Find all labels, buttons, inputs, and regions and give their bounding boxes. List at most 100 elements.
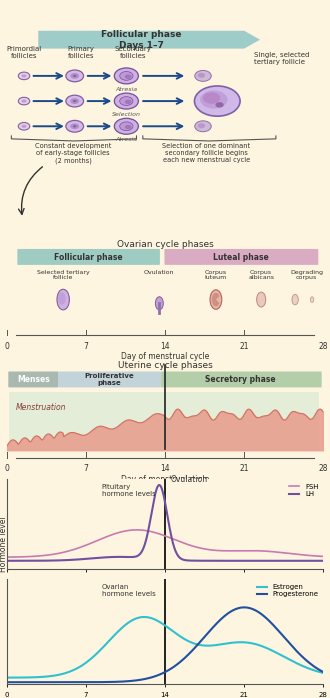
LH <box>321 556 325 565</box>
Text: Selected tertiary
follicle: Selected tertiary follicle <box>37 269 89 281</box>
Line: Progesterone: Progesterone <box>7 607 323 682</box>
FSH <box>314 552 318 560</box>
Legend: FSH, LH: FSH, LH <box>288 482 320 498</box>
Text: 0: 0 <box>4 342 9 350</box>
Legend: Estrogen, Progesterone: Estrogen, Progesterone <box>255 583 320 599</box>
Text: Corpus
albicans: Corpus albicans <box>248 269 274 281</box>
Circle shape <box>70 98 79 104</box>
Circle shape <box>21 124 27 128</box>
Text: Hormone level: Hormone level <box>0 517 8 572</box>
Text: Atresia: Atresia <box>115 138 137 142</box>
Circle shape <box>203 92 220 104</box>
Estrogen <box>265 644 269 653</box>
LH <box>314 556 318 565</box>
Text: Selection of one dominant
secondary follicle begins
each new menstrual cycle: Selection of one dominant secondary foll… <box>162 143 250 163</box>
FSH <box>158 530 162 538</box>
Text: 7: 7 <box>83 342 88 350</box>
Circle shape <box>73 75 77 77</box>
FancyBboxPatch shape <box>8 371 58 387</box>
Text: Atresia: Atresia <box>115 87 137 92</box>
Circle shape <box>70 124 79 129</box>
Circle shape <box>114 68 138 84</box>
FancyBboxPatch shape <box>161 371 322 387</box>
Line: FSH: FSH <box>7 530 323 557</box>
Progesterone <box>265 614 269 623</box>
Line: Estrogen: Estrogen <box>7 617 323 678</box>
Circle shape <box>120 97 133 105</box>
Text: Ovulation: Ovulation <box>171 475 208 484</box>
Circle shape <box>120 122 133 131</box>
Text: Luteal phase: Luteal phase <box>213 253 269 262</box>
FancyBboxPatch shape <box>58 371 161 387</box>
Text: 0: 0 <box>4 464 9 473</box>
Text: Follicular phase
Days 1–7: Follicular phase Days 1–7 <box>101 29 182 50</box>
Text: 7: 7 <box>83 464 88 473</box>
Estrogen <box>314 667 318 675</box>
FSH <box>177 537 181 545</box>
LH <box>155 484 159 492</box>
Estrogen <box>142 613 146 621</box>
Text: Menses: Menses <box>17 375 50 384</box>
FSH <box>265 547 269 556</box>
Circle shape <box>125 125 132 129</box>
Circle shape <box>73 100 77 102</box>
Circle shape <box>195 121 211 132</box>
Circle shape <box>198 73 205 77</box>
Circle shape <box>257 292 266 307</box>
Text: 14: 14 <box>160 464 170 473</box>
Circle shape <box>114 118 138 134</box>
Circle shape <box>21 99 27 103</box>
LH <box>194 556 198 565</box>
Circle shape <box>18 122 30 130</box>
FSH <box>321 552 325 560</box>
Text: Primordial
follicles: Primordial follicles <box>6 47 42 59</box>
Text: 28: 28 <box>319 464 328 473</box>
Estrogen <box>5 674 9 682</box>
Circle shape <box>200 91 228 109</box>
Text: Primary
follicles: Primary follicles <box>68 47 94 59</box>
Line: LH: LH <box>7 485 323 560</box>
LH <box>158 481 162 489</box>
Text: Ovarian cycle phases: Ovarian cycle phases <box>116 239 214 248</box>
Circle shape <box>198 124 205 128</box>
Circle shape <box>58 292 66 305</box>
FSH <box>5 553 9 561</box>
Circle shape <box>210 290 222 309</box>
Text: Single, selected
tertiary follicle: Single, selected tertiary follicle <box>254 52 309 65</box>
Circle shape <box>18 72 30 80</box>
Progesterone <box>314 664 318 672</box>
LH <box>177 552 181 560</box>
FancyBboxPatch shape <box>17 249 160 265</box>
Text: 28: 28 <box>319 342 328 350</box>
Progesterone <box>176 660 180 668</box>
Circle shape <box>155 297 163 310</box>
Circle shape <box>125 75 132 79</box>
Wedge shape <box>212 292 219 306</box>
Circle shape <box>57 289 69 310</box>
Estrogen <box>321 669 325 677</box>
Estrogen <box>194 640 198 648</box>
FSH <box>194 543 198 551</box>
Circle shape <box>73 125 77 128</box>
Text: Secretory phase: Secretory phase <box>206 375 276 384</box>
Text: Degrading
corpus: Degrading corpus <box>290 269 323 281</box>
Progesterone <box>321 668 325 676</box>
Circle shape <box>311 297 314 302</box>
Circle shape <box>66 120 83 132</box>
Circle shape <box>195 70 211 82</box>
FancyBboxPatch shape <box>9 392 319 450</box>
Text: Secondary
follicles: Secondary follicles <box>115 47 152 59</box>
Estrogen <box>156 617 160 625</box>
Progesterone <box>193 644 197 652</box>
Text: Constant development
of early-stage follicles
(2 months): Constant development of early-stage foll… <box>35 143 111 163</box>
Circle shape <box>215 102 224 107</box>
Circle shape <box>194 86 240 116</box>
Circle shape <box>21 74 27 77</box>
Circle shape <box>120 71 133 80</box>
Circle shape <box>292 295 298 305</box>
Text: Day of menstrual cycle: Day of menstrual cycle <box>121 352 209 361</box>
FSH <box>135 526 139 534</box>
Progesterone <box>5 678 9 686</box>
Text: Pituitary
hormone levels: Pituitary hormone levels <box>102 484 155 496</box>
Text: Proliferative
phase: Proliferative phase <box>85 373 134 386</box>
